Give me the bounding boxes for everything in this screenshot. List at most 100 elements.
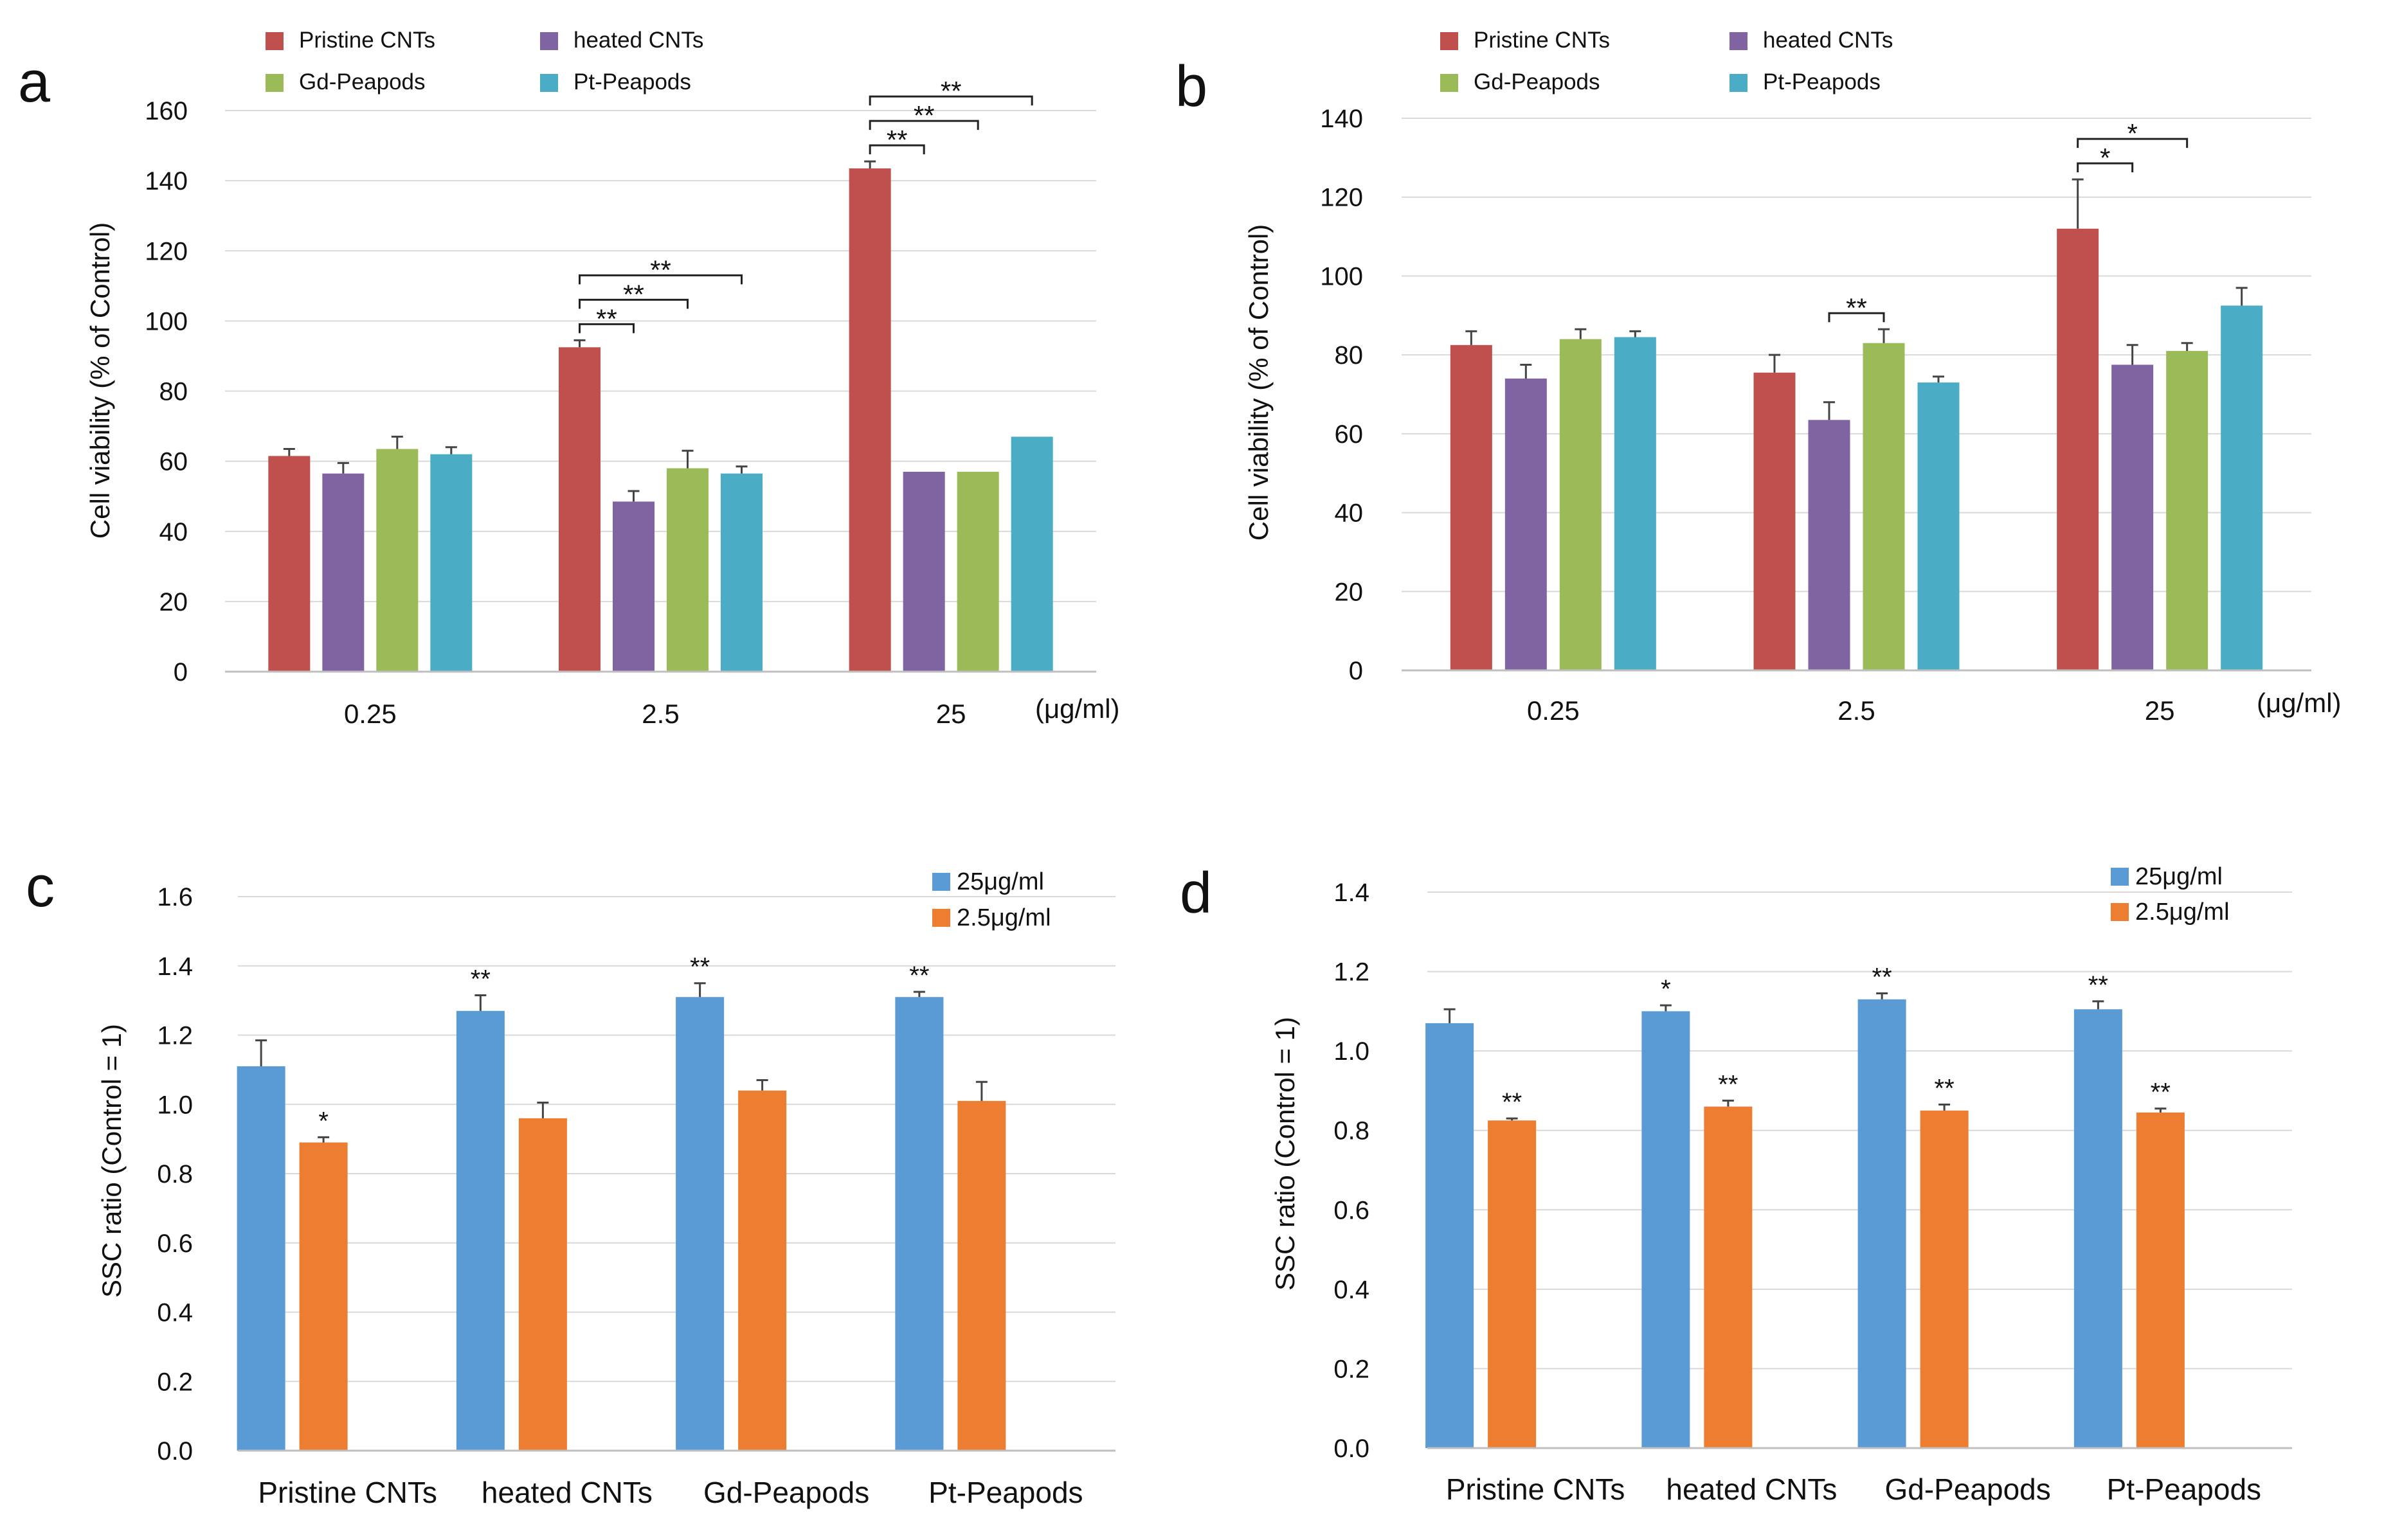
x-tick-label: Pristine CNTs xyxy=(1446,1473,1625,1506)
bar xyxy=(268,456,311,672)
legend-item: Pristine CNTs xyxy=(1440,28,1610,53)
significance-mark: ** xyxy=(1872,963,1892,992)
legend-label: Pristine CNTs xyxy=(299,28,435,53)
y-tick-label: 0.4 xyxy=(1333,1276,1369,1304)
significance-label: ** xyxy=(623,279,644,309)
significance-label: ** xyxy=(1846,292,1867,323)
legend-item: 25μg/ml xyxy=(2111,863,2223,890)
significance-mark: ** xyxy=(690,953,710,981)
legend-swatch xyxy=(540,32,558,50)
panel-c-legend: 25μg/ml 2.5μg/ml xyxy=(932,868,1051,931)
legend-swatch xyxy=(1440,74,1458,92)
legend-swatch xyxy=(540,74,558,92)
bar xyxy=(430,454,473,672)
legend-label: heated CNTs xyxy=(573,28,703,53)
bar xyxy=(957,471,999,672)
significance-label: ** xyxy=(887,125,908,155)
y-tick-label: 140 xyxy=(145,167,188,195)
significance-mark: ** xyxy=(1502,1088,1522,1116)
x-tick-label: 25 xyxy=(2145,695,2175,726)
y-tick-label: 20 xyxy=(1335,578,1364,606)
y-tick-label: 80 xyxy=(159,378,188,406)
plot-area: 0.00.20.40.60.81.01.21.4* ** ****** ** **Pri… xyxy=(1333,879,2292,1506)
bar xyxy=(2136,1112,2185,1448)
y-tick-label: 0.2 xyxy=(1333,1355,1369,1383)
bar xyxy=(738,1090,787,1451)
y-axis-title: Cell viability (% of Control) xyxy=(1243,224,1274,541)
significance-label: ** xyxy=(941,76,962,106)
y-tick-label: 1.6 xyxy=(157,883,193,911)
y-tick-label: 0.0 xyxy=(157,1437,193,1465)
significance-mark: ** xyxy=(2088,971,2108,999)
legend-label: Pt-Peapods xyxy=(1763,69,1881,94)
panel-b-legend: Pristine CNTs heated CNTs Gd-Peapods Pt-… xyxy=(1440,28,1893,94)
panel-c: c 25μg/ml 2.5μg/ml SSC ratio (Control = … xyxy=(26,855,1115,1509)
panel-a: a Pristine CNTs heated CNTs Gd-Peapods P… xyxy=(18,28,1120,729)
panel-d-letter: d xyxy=(1180,861,1212,926)
panel-d-legend: 25μg/ml 2.5μg/ml xyxy=(2111,863,2230,926)
bar xyxy=(903,471,945,672)
y-tick-label: 1.4 xyxy=(157,953,193,981)
legend-swatch xyxy=(266,74,284,92)
x-tick-label: Pt-Peapods xyxy=(928,1476,1083,1509)
bar xyxy=(895,997,944,1451)
significance-label: ** xyxy=(650,255,671,285)
significance-label: ** xyxy=(596,303,617,334)
y-tick-label: 40 xyxy=(1335,499,1364,528)
y-tick-label: 1.2 xyxy=(157,1022,193,1050)
significance-mark: ** xyxy=(471,965,491,994)
y-tick-label: 0.2 xyxy=(157,1368,193,1396)
legend-item: Pt-Peapods xyxy=(540,69,691,94)
panel-a-letter: a xyxy=(18,50,51,114)
bar xyxy=(322,473,365,672)
significance-bracket xyxy=(869,95,1033,106)
y-tick-label: 0.0 xyxy=(1333,1435,1369,1463)
bar xyxy=(1917,382,1960,670)
y-tick-label: 0.4 xyxy=(157,1299,193,1327)
legend-swatch xyxy=(1440,32,1458,50)
significance-mark: * xyxy=(1661,975,1671,1003)
y-tick-label: 1.4 xyxy=(1333,879,1369,907)
legend-label: 2.5μg/ml xyxy=(957,904,1051,931)
legend-label: Pristine CNTs xyxy=(1474,28,1610,53)
units-label: (μg/ml) xyxy=(2257,688,2342,718)
bar xyxy=(1920,1110,1969,1448)
y-axis-title: SSC ratio (Control = 1) xyxy=(1270,1017,1300,1291)
y-tick-label: 80 xyxy=(1335,341,1364,370)
legend-swatch xyxy=(1729,32,1747,50)
legend-item: Pristine CNTs xyxy=(266,28,435,53)
y-tick-label: 100 xyxy=(145,307,188,336)
y-tick-label: 0 xyxy=(174,658,188,686)
x-tick-label: heated CNTs xyxy=(482,1476,653,1509)
legend-swatch xyxy=(1729,74,1747,92)
bar xyxy=(559,347,601,672)
y-tick-label: 1.0 xyxy=(1333,1037,1369,1066)
significance-mark: ** xyxy=(2151,1079,2171,1107)
x-tick-label: 2.5 xyxy=(1838,695,1875,726)
y-tick-label: 160 xyxy=(145,97,188,125)
bar xyxy=(1450,345,1492,670)
x-tick-label: heated CNTs xyxy=(1666,1473,1837,1506)
bar xyxy=(1808,420,1850,670)
y-tick-label: 120 xyxy=(1320,184,1363,212)
significance-label: * xyxy=(2100,143,2110,173)
significance-mark: ** xyxy=(1935,1075,1955,1103)
bar xyxy=(613,501,655,672)
bar xyxy=(1011,436,1053,672)
legend-item: Pt-Peapods xyxy=(1729,69,1881,94)
panel-b-letter: b xyxy=(1175,55,1207,119)
legend-item: Gd-Peapods xyxy=(266,69,426,94)
x-tick-label: 0.25 xyxy=(344,699,397,729)
significance-mark: * xyxy=(318,1107,329,1135)
legend-item: 25μg/ml xyxy=(932,868,1044,895)
bar xyxy=(1559,339,1602,670)
bar xyxy=(1704,1106,1753,1448)
y-tick-label: 60 xyxy=(159,448,188,476)
legend-label: heated CNTs xyxy=(1763,28,1893,53)
legend-item: heated CNTs xyxy=(540,28,703,53)
bar xyxy=(2166,351,2208,670)
bar xyxy=(2111,364,2154,670)
bar xyxy=(2057,228,2099,670)
y-tick-label: 0.6 xyxy=(1333,1196,1369,1224)
